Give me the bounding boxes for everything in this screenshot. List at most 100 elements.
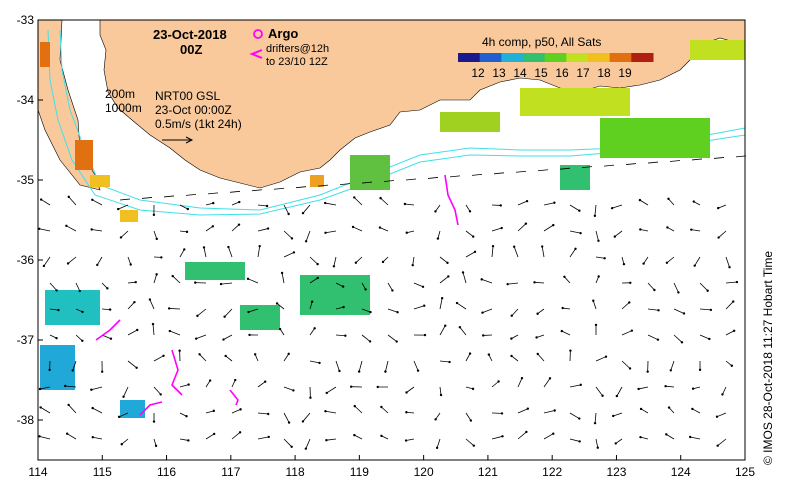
current-vector-head: [416, 369, 420, 372]
current-vector-head: [405, 391, 408, 394]
colorbar-swatch: [588, 53, 611, 62]
current-vector: [205, 202, 214, 206]
current-vector-head: [248, 333, 251, 337]
current-vector-head: [91, 198, 94, 202]
current-vector: [699, 308, 711, 311]
current-vector: [406, 386, 415, 393]
current-vector: [456, 302, 467, 310]
current-vector-head: [653, 288, 656, 292]
current-vector-head: [301, 420, 305, 423]
current-vector: [248, 308, 259, 313]
current-vector: [670, 360, 675, 371]
current-vector-head: [38, 387, 42, 391]
current-vector: [39, 435, 51, 440]
shelf-current-vector: [471, 173, 483, 176]
x-tick-label: 115: [93, 465, 112, 479]
current-vector-head: [715, 415, 719, 418]
colorbar-tick-label: 17: [576, 66, 590, 80]
current-vector: [491, 246, 494, 258]
current-vector: [569, 230, 581, 234]
current-vector: [91, 386, 103, 391]
current-vector: [225, 355, 233, 362]
x-tick-label: 124: [671, 465, 691, 479]
current-vector-head: [657, 309, 660, 312]
current-vector-head: [310, 300, 314, 303]
current-vector: [640, 436, 649, 440]
credit-label: © IMOS 28-Oct-2018 11:27 Hobart Time: [761, 251, 775, 465]
current-vector: [179, 249, 185, 258]
current-vector-head: [304, 240, 308, 243]
current-vector: [221, 282, 233, 285]
current-vector: [405, 438, 415, 441]
current-vector: [621, 256, 625, 265]
current-vector: [121, 438, 129, 445]
current-vector-head: [448, 360, 451, 364]
current-vector: [665, 385, 675, 388]
current-vector-head: [341, 285, 345, 288]
current-vector-head: [267, 435, 270, 439]
current-vector: [302, 204, 311, 214]
current-vector-head: [690, 228, 693, 231]
current-vector-head: [716, 444, 719, 447]
current-vector-head: [152, 420, 156, 423]
current-vector: [569, 204, 580, 212]
current-vector-head: [717, 236, 720, 239]
current-vector-head: [579, 231, 582, 235]
current-vector-head: [615, 394, 619, 398]
current-vector: [725, 301, 734, 310]
current-vector-head: [458, 326, 462, 329]
current-vector: [354, 405, 363, 414]
current-vector-head: [405, 231, 408, 234]
current-vector-head: [325, 438, 328, 442]
current-vector-head: [155, 237, 158, 241]
current-vector-head: [593, 214, 597, 218]
current-vector: [205, 225, 214, 232]
current-vector: [247, 278, 259, 284]
current-vector: [459, 326, 467, 336]
current-vector-head: [487, 353, 491, 356]
current-vector-head: [223, 315, 226, 318]
current-vector: [725, 360, 733, 367]
current-vector-head: [667, 406, 671, 409]
current-vector: [153, 230, 158, 240]
current-vector: [127, 281, 136, 284]
current-vector: [437, 230, 441, 239]
current-vector-head: [238, 431, 242, 434]
current-vector: [39, 386, 51, 390]
current-vector-head: [423, 304, 426, 307]
current-vector-head: [318, 361, 321, 365]
current-vector: [153, 386, 162, 395]
current-vector-head: [604, 355, 608, 358]
current-vector-head: [219, 282, 223, 286]
current-vector-head: [159, 393, 162, 396]
current-vector-head: [122, 395, 125, 398]
current-vector-head: [560, 329, 564, 333]
current-vector-head: [304, 447, 308, 450]
current-vector-head: [48, 368, 51, 372]
current-vector: [335, 360, 340, 372]
current-vector-head: [167, 307, 171, 310]
current-vector: [326, 386, 337, 394]
current-vector-head: [692, 200, 696, 203]
current-vector: [335, 334, 346, 337]
current-vector-head: [151, 322, 155, 326]
x-tick-label: 120: [414, 465, 434, 479]
current-vector: [231, 409, 241, 414]
current-vector: [380, 197, 389, 206]
current-vector-head: [267, 412, 270, 416]
current-vector-head: [563, 275, 566, 278]
x-tick-label: 114: [28, 465, 47, 479]
colorbar-swatch: [544, 53, 567, 62]
scale-label: 0.5m/s (1kt 24h): [155, 117, 242, 131]
current-vector-head: [275, 302, 279, 305]
shelf-current-vector: [515, 170, 527, 173]
current-vector: [127, 360, 137, 369]
shelf-current-vector: [383, 180, 395, 182]
shelf-current-vector: [625, 163, 637, 165]
current-vector-head: [316, 276, 319, 280]
current-vector: [613, 412, 623, 417]
current-vector: [302, 412, 311, 422]
current-vector-head: [524, 222, 528, 225]
current-vector-head: [292, 251, 296, 254]
current-vector-head: [500, 412, 504, 415]
